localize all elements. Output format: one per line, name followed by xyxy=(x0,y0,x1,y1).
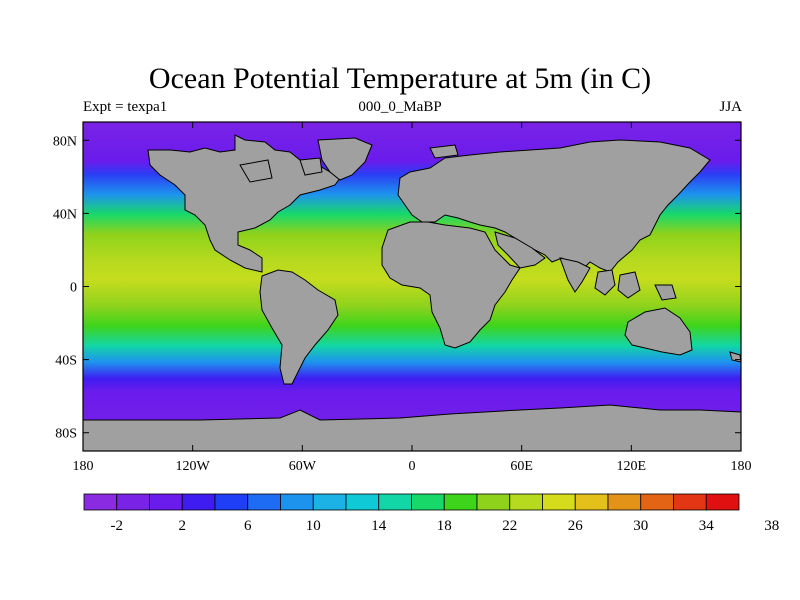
lon-tick-label: 120W xyxy=(176,459,211,474)
colorbar-swatch xyxy=(542,493,576,511)
colorbar-swatch xyxy=(705,493,740,511)
colorbar-swatch xyxy=(640,493,674,511)
arctic-islands-land xyxy=(239,144,459,183)
colorbar-label: 14 xyxy=(371,518,387,534)
colorbar-label: 10 xyxy=(306,518,321,534)
colorbar-swatch xyxy=(476,493,511,511)
colorbar-label: 34 xyxy=(699,518,715,534)
colorbar-swatch xyxy=(509,493,543,511)
colorbar-swatch xyxy=(345,493,380,511)
colorbar-label: 2 xyxy=(179,518,187,534)
experiment-label: Expt = texpa1 xyxy=(83,99,168,115)
colorbar-label: 30 xyxy=(633,518,648,534)
greenland-land xyxy=(317,137,373,181)
map-title: Ocean Potential Temperature at 5m (in C) xyxy=(148,62,652,95)
arabia-land xyxy=(494,231,546,269)
colorbar-swatch xyxy=(247,493,281,511)
colorbar-swatch xyxy=(149,493,183,511)
australia-land xyxy=(624,307,693,356)
colorbar-label: 38 xyxy=(764,518,779,534)
lon-tick-label: 180 xyxy=(731,459,752,474)
lat-tick-label: 40N xyxy=(53,207,77,222)
antarctica-land xyxy=(83,404,741,451)
colorbar-swatch xyxy=(280,493,314,511)
lon-tick-label: 60E xyxy=(510,459,533,474)
latitude-axis: 80N 40N 0 40S 80S xyxy=(53,134,741,442)
colorbar: -226101418222630343842 xyxy=(83,493,779,534)
colorbar-swatch xyxy=(443,493,478,511)
colorbar-label: 6 xyxy=(244,518,252,534)
colorbar-label: 26 xyxy=(568,518,584,534)
lat-tick-label: 80N xyxy=(53,134,77,149)
lat-tick-label: 80S xyxy=(55,427,77,442)
season-label: JJA xyxy=(719,99,742,115)
colorbar-swatch xyxy=(83,493,118,511)
colorbar-label: 22 xyxy=(502,518,517,534)
se-asia-islands-land xyxy=(594,269,677,301)
south-america-land xyxy=(259,269,339,385)
lon-tick-label: 60W xyxy=(289,459,317,474)
time-label: 000_0_MaBP xyxy=(358,99,442,115)
lon-tick-label: 0 xyxy=(409,459,416,474)
colorbar-swatch xyxy=(181,493,216,511)
colorbar-swatch xyxy=(378,493,412,511)
lon-tick-label: 180 xyxy=(73,459,94,474)
colorbar-swatch xyxy=(116,493,150,511)
lat-tick-label: 0 xyxy=(70,281,77,296)
north-america-land xyxy=(147,134,341,273)
colorbar-label: 18 xyxy=(437,518,452,534)
colorbar-swatch xyxy=(411,493,445,511)
africa-land xyxy=(381,221,521,349)
india-land xyxy=(559,257,591,293)
land-masses xyxy=(83,134,741,451)
colorbar-swatch xyxy=(574,493,609,511)
longitude-axis: 180 120W 60W 0 60E 120E 180 xyxy=(73,122,752,474)
colorbar-swatch xyxy=(607,493,642,511)
colorbar-label: -2 xyxy=(111,518,124,534)
colorbar-swatch xyxy=(673,493,707,511)
lat-tick-label: 40S xyxy=(55,354,77,369)
lon-tick-label: 120E xyxy=(617,459,647,474)
eurasia-land xyxy=(397,139,711,273)
colorbar-swatch xyxy=(214,493,249,511)
colorbar-swatch xyxy=(312,493,347,511)
